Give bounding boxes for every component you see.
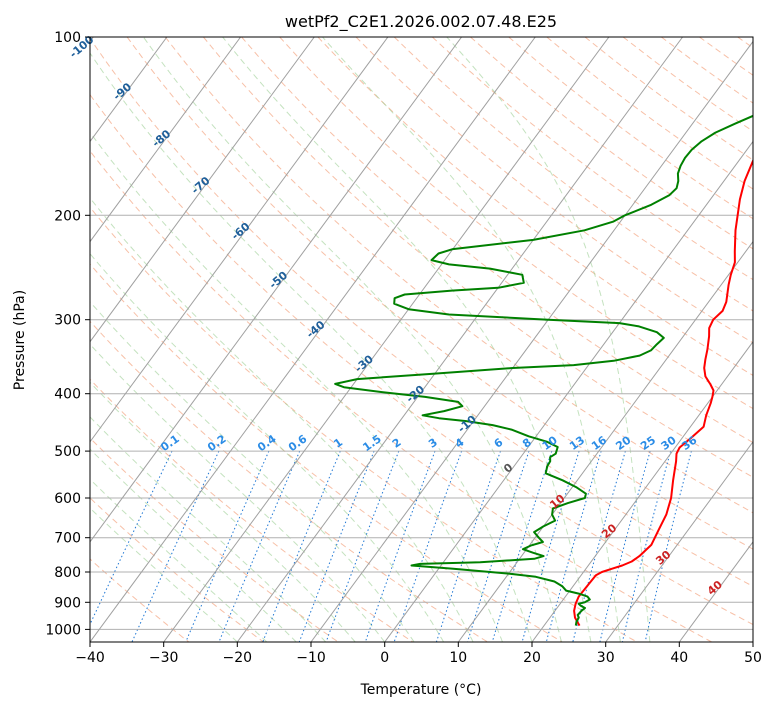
isotherm-line <box>310 40 753 642</box>
dry-adiabat-line <box>164 37 753 514</box>
x-tick-label: 10 <box>449 650 467 666</box>
moist-adiabat-line <box>142 37 562 642</box>
moist-adiabat-line <box>90 301 415 642</box>
y-tick-label: 900 <box>54 595 81 611</box>
mixing-ratio-line <box>545 450 602 642</box>
y-tick-label: 800 <box>54 565 81 581</box>
mixing-ratio-line <box>621 450 672 642</box>
profile-series <box>334 114 753 627</box>
x-tick-label: 20 <box>523 650 541 666</box>
dry-adiabat-line <box>90 150 712 642</box>
mixing-ratio-line <box>521 450 580 642</box>
dry-adiabat-line <box>90 37 753 587</box>
x-axis-label: Temperature (°C) <box>360 682 482 698</box>
moist-adiabat-line <box>322 37 621 642</box>
x-tick-label: −40 <box>75 650 105 666</box>
x-tick-label: 0 <box>380 650 389 666</box>
x-tick-label: −10 <box>296 650 326 666</box>
moist-adiabat-line <box>90 478 268 642</box>
y-axis: 100 200 300 400 500 600 700 800 900 1000 <box>45 30 90 638</box>
isotherm-line <box>90 37 463 543</box>
moist-adiabat-line <box>90 131 503 642</box>
moist-adiabat-line <box>90 507 238 642</box>
plot-frame <box>89 36 754 643</box>
chart-title: wetPf2_C2E1.2026.002.07.48.E25 <box>285 12 557 32</box>
isotherm-line <box>531 340 753 642</box>
mixing-ratio-line <box>435 450 501 642</box>
x-tick-label: 30 <box>597 650 615 666</box>
isotherm-line <box>163 37 610 642</box>
mixing-ratio-line <box>90 450 173 626</box>
moist-adiabat-line <box>90 416 327 642</box>
y-tick-label: 400 <box>54 387 81 403</box>
moist-adiabat-line <box>222 37 592 642</box>
isotherm-line <box>90 37 242 243</box>
isotherm-line <box>457 240 753 642</box>
dry-adiabat-line <box>90 558 190 642</box>
series-1-line <box>573 158 753 627</box>
dry-adiabat-line <box>241 37 753 444</box>
x-tick-label: 50 <box>744 650 762 666</box>
series-2-line <box>334 114 753 626</box>
y-tick-label: 200 <box>54 208 81 224</box>
mixing-ratio-line <box>325 450 400 642</box>
isotherm-line <box>384 140 753 642</box>
y-tick-label: 1000 <box>45 622 81 638</box>
y-axis-label: Pressure (hPa) <box>12 290 28 390</box>
dry-adiabat-line <box>90 206 638 642</box>
mixing-ratio-line <box>131 450 220 642</box>
isotherm-line <box>236 37 684 642</box>
isotherm-line <box>90 37 536 642</box>
dry-adiabat-line <box>90 93 753 626</box>
mixing-ratio-line <box>599 450 651 642</box>
x-tick-label: 40 <box>670 650 688 666</box>
x-tick-label: −20 <box>223 650 253 666</box>
moist-adiabat-line <box>90 381 356 642</box>
mixing-ratio-line <box>364 450 436 642</box>
moist-adiabat-line <box>90 52 533 642</box>
y-tick-label: 100 <box>54 30 81 46</box>
dry-adiabat-line <box>203 37 753 478</box>
moist-adiabat-line <box>90 448 297 642</box>
isotherm-line <box>90 37 168 143</box>
isotherm-line <box>90 37 389 443</box>
mixing-ratio-line <box>298 450 375 642</box>
skewed-isotherms <box>90 37 753 642</box>
y-tick-label: 300 <box>54 313 81 329</box>
x-axis: −40 −30 −20 −10 0 10 20 30 40 50 <box>75 642 762 666</box>
y-tick-label: 500 <box>54 444 81 460</box>
dry-adiabat-line <box>90 263 563 642</box>
y-tick-label: 600 <box>54 491 81 507</box>
x-tick-label: −30 <box>149 650 179 666</box>
moist-adiabat-line <box>90 252 445 642</box>
moist-adiabat-line <box>90 343 386 642</box>
moist-adiabat-line <box>446 37 651 642</box>
pressure-gridlines <box>90 36 753 630</box>
isotherm-line <box>605 440 753 642</box>
isotherm-line <box>90 37 315 343</box>
mixing-ratio-line <box>262 450 341 642</box>
mixing-ratio-line <box>572 450 626 642</box>
y-tick-label: 700 <box>54 531 81 547</box>
dry-adiabat-line <box>90 497 264 642</box>
